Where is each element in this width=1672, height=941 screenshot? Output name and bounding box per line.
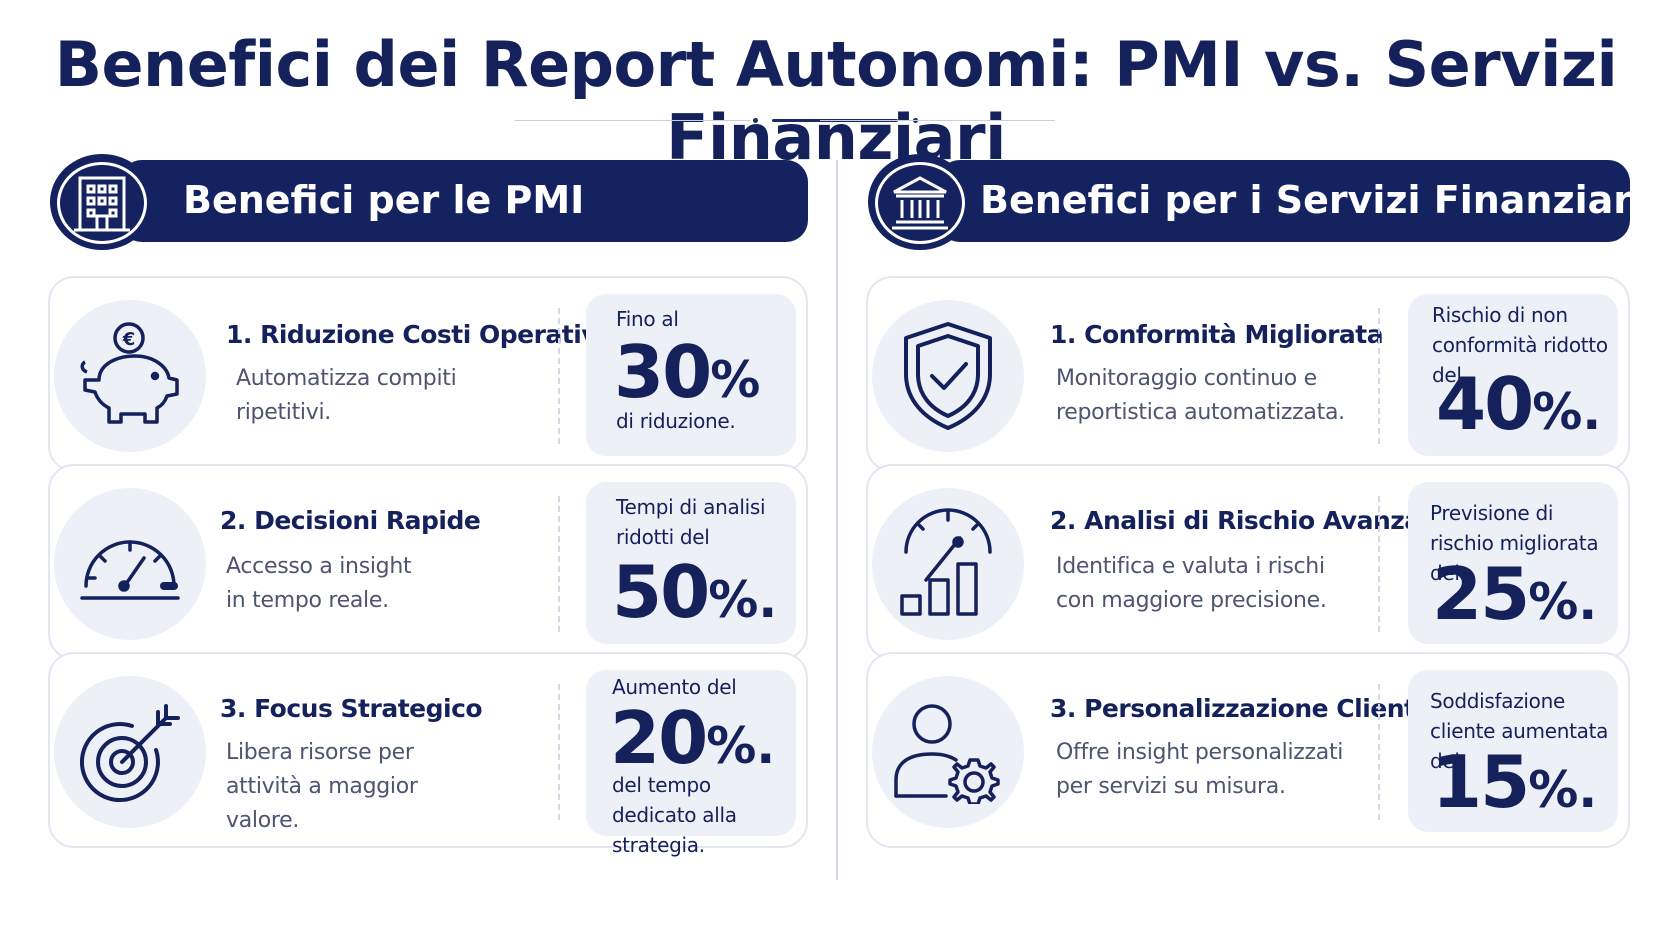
stat-box: Tempi di analisi ridotti del 50%. bbox=[586, 482, 796, 644]
page-title: Benefici dei Report Autonomi: PMI vs. Se… bbox=[54, 28, 1618, 174]
stat-suffix: di riduzione. bbox=[616, 409, 736, 433]
card-description: Accesso a insight in tempo reale. bbox=[226, 554, 412, 613]
benefit-card-personalization: 3. Personalizzazione Clienti Offre insig… bbox=[866, 652, 1630, 848]
stat-value: 15%. bbox=[1432, 740, 1598, 824]
stat-prefix: Soddisfazione cliente aumentata del bbox=[1430, 689, 1609, 773]
benefit-card-focus: 3. Focus Strategico Libera risorse per a… bbox=[48, 652, 808, 857]
svg-text:€: € bbox=[122, 329, 136, 350]
stat-box: Aumento del 20%. del tempo dedicato alla… bbox=[586, 670, 796, 857]
card-title: 2. Decisioni Rapide bbox=[220, 506, 481, 535]
stat-box: Soddisfazione cliente aumentata del 15%. bbox=[1408, 670, 1618, 832]
pmi-header: Benefici per le PMI bbox=[50, 154, 808, 250]
stat-box: Rischio di non conformità ridotto del 40… bbox=[1408, 294, 1618, 456]
speedometer-icon bbox=[78, 526, 182, 602]
stat-prefix: Fino al bbox=[616, 307, 679, 331]
benefit-card-costs: € 1. Riduzione Costi Operativi Automatiz… bbox=[48, 276, 808, 472]
title-ornament bbox=[515, 116, 1055, 124]
stat-value: 30% bbox=[614, 330, 761, 414]
finance-header-title: Benefici per i Servizi Finanziari bbox=[980, 178, 1646, 222]
finance-header: Benefici per i Servizi Finanziari bbox=[868, 154, 1645, 250]
column-divider bbox=[836, 160, 838, 880]
stat-prefix: Rischio di non conformità ridotto del bbox=[1432, 303, 1608, 387]
card-title: 1. Conformità Migliorata bbox=[1050, 320, 1384, 349]
stat-value: 50%. bbox=[612, 550, 778, 634]
gauge-bar-chart-icon bbox=[896, 508, 1000, 620]
benefit-card-compliance: 1. Conformità Migliorata Monitoraggio co… bbox=[866, 276, 1630, 472]
card-title: 3. Focus Strategico bbox=[220, 694, 483, 723]
card-description: Automatizza compiti ripetitivi. bbox=[236, 366, 457, 425]
stat-value: 25%. bbox=[1432, 552, 1598, 636]
benefit-card-risk: 2. Analisi di Rischio Avanzata Identific… bbox=[866, 464, 1630, 660]
card-title: 3. Personalizzazione Clienti bbox=[1050, 694, 1424, 723]
stat-prefix: Tempi di analisi ridotti del bbox=[616, 495, 766, 549]
stat-prefix: Aumento del bbox=[612, 675, 737, 699]
card-description: Monitoraggio continuo e reportistica aut… bbox=[1056, 366, 1345, 425]
card-title: 2. Analisi di Rischio Avanzata bbox=[1050, 506, 1449, 535]
benefit-card-decisions: 2. Decisioni Rapide Accesso a insight in… bbox=[48, 464, 808, 660]
stat-suffix: del tempo dedicato alla strategia. bbox=[612, 773, 737, 857]
piggy-bank-euro-icon: € bbox=[75, 320, 185, 432]
stat-value: 20%. bbox=[610, 696, 776, 780]
pmi-header-title: Benefici per le PMI bbox=[183, 178, 585, 222]
card-title: 1. Riduzione Costi Operativi bbox=[226, 320, 606, 349]
stat-box: Previsione di rischio migliorata del 25%… bbox=[1408, 482, 1618, 644]
card-description: Offre insight personalizzati per servizi… bbox=[1056, 740, 1344, 799]
shield-check-icon bbox=[900, 320, 996, 432]
user-gear-icon bbox=[892, 700, 1004, 804]
card-description: Identifica e valuta i rischi con maggior… bbox=[1056, 554, 1327, 613]
card-description: Libera risorse per attività a maggior va… bbox=[226, 740, 418, 833]
stat-box: Fino al 30% di riduzione. bbox=[586, 294, 796, 456]
stat-value: 40%. bbox=[1436, 362, 1602, 446]
stat-prefix: Previsione di rischio migliorata del bbox=[1430, 501, 1599, 585]
target-arrow-icon bbox=[78, 700, 182, 804]
